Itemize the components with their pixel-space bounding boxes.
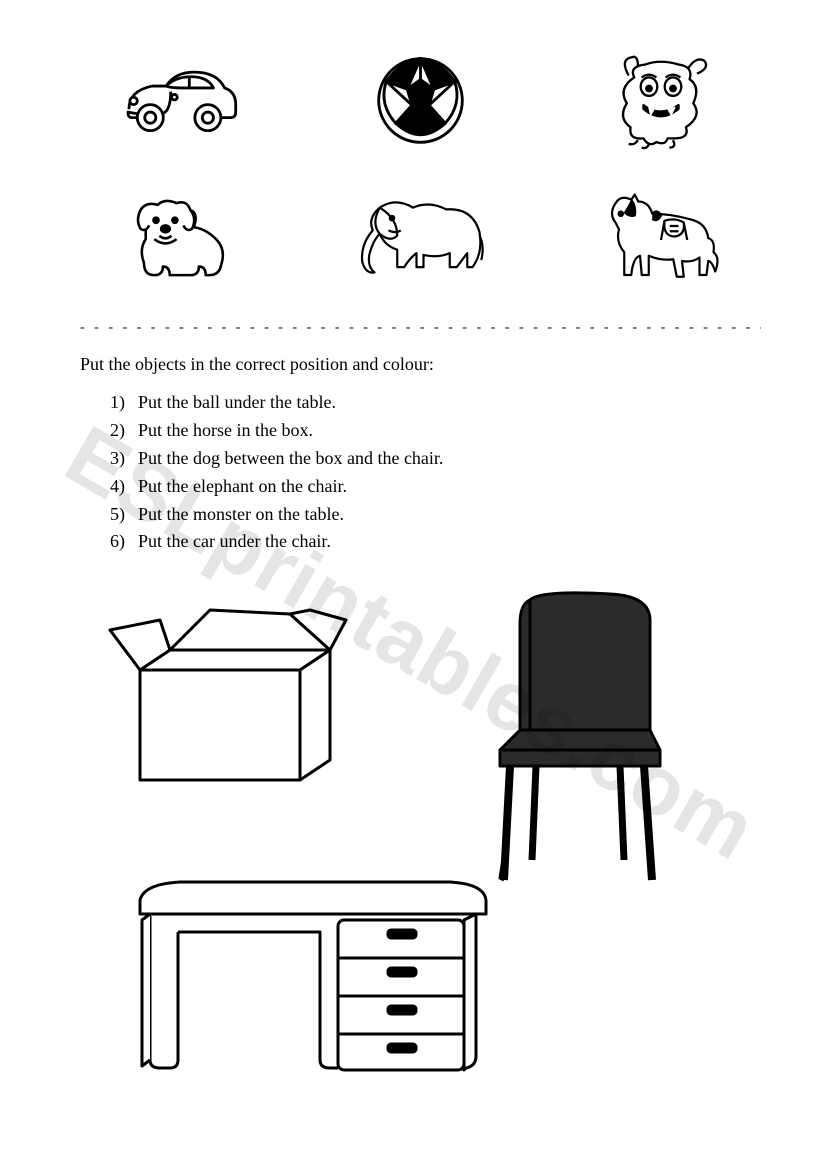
chair-icon <box>460 580 710 890</box>
elephant-icon <box>350 190 490 290</box>
worksheet-page: - - - - - - - - - - - - - - - - - - - - … <box>0 0 821 1169</box>
list-item: 5)Put the monster on the table. <box>110 501 761 529</box>
dog-icon <box>120 190 240 290</box>
item-number: 1) <box>110 389 138 417</box>
item-text: Put the horse in the box. <box>138 420 313 440</box>
list-item: 2)Put the horse in the box. <box>110 417 761 445</box>
list-item: 6)Put the car under the chair. <box>110 528 761 556</box>
dashed-divider: - - - - - - - - - - - - - - - - - - - - … <box>80 320 761 336</box>
horse-icon <box>591 185 731 295</box>
soccer-ball-icon <box>373 53 468 148</box>
icon-elephant <box>350 185 490 295</box>
item-text: Put the elephant on the chair. <box>138 476 347 496</box>
table-icon <box>120 860 500 1090</box>
icon-dog <box>110 185 250 295</box>
list-item: 4)Put the elephant on the chair. <box>110 473 761 501</box>
cutout-icons-grid <box>80 40 761 300</box>
item-text: Put the dog between the box and the chai… <box>138 448 443 468</box>
icon-car <box>110 45 250 155</box>
item-number: 6) <box>110 528 138 556</box>
item-number: 2) <box>110 417 138 445</box>
scene-illustrations <box>80 580 760 1100</box>
item-text: Put the ball under the table. <box>138 392 336 412</box>
item-number: 3) <box>110 445 138 473</box>
monster-icon <box>601 48 721 153</box>
instruction-text: Put the objects in the correct position … <box>80 354 761 375</box>
item-number: 4) <box>110 473 138 501</box>
list-item: 3)Put the dog between the box and the ch… <box>110 445 761 473</box>
car-icon <box>115 55 245 145</box>
icon-monster <box>591 45 731 155</box>
item-text: Put the car under the chair. <box>138 531 331 551</box>
icon-ball <box>350 45 490 155</box>
instruction-list: 1)Put the ball under the table. 2)Put th… <box>110 389 761 556</box>
icon-horse <box>591 185 731 295</box>
item-number: 5) <box>110 501 138 529</box>
box-icon <box>100 590 350 800</box>
list-item: 1)Put the ball under the table. <box>110 389 761 417</box>
item-text: Put the monster on the table. <box>138 504 344 524</box>
